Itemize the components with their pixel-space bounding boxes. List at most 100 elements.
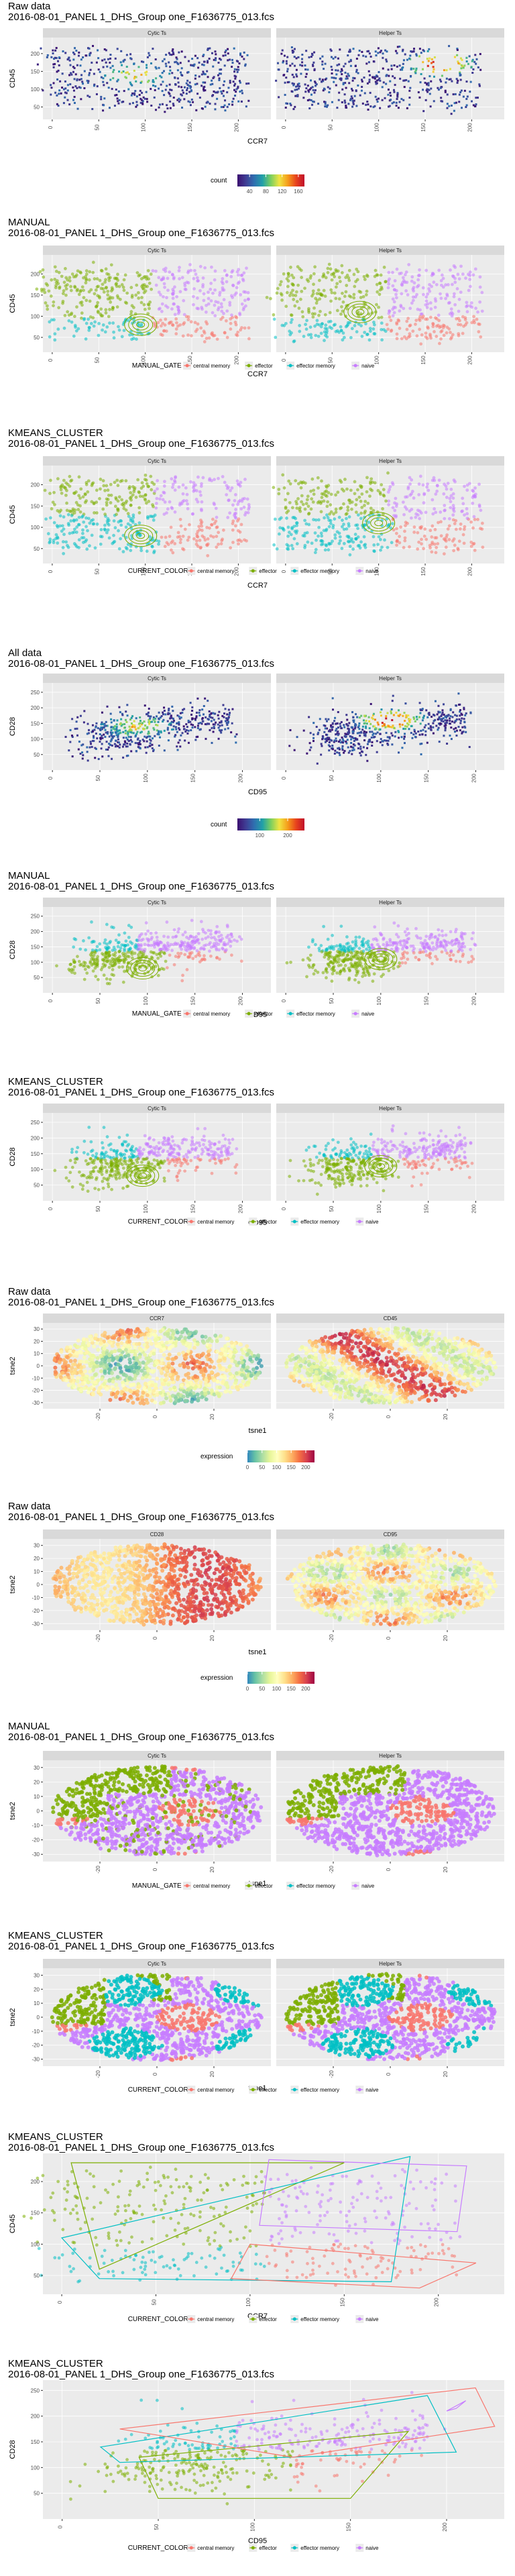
density-cell <box>441 711 444 714</box>
density-cell <box>175 728 178 731</box>
density-cell <box>426 91 429 93</box>
density-cell <box>65 92 68 95</box>
data-point <box>442 333 446 337</box>
density-cell <box>188 91 191 93</box>
data-point <box>388 315 392 319</box>
density-cell <box>191 727 194 729</box>
density-cell <box>463 718 465 720</box>
data-point <box>449 268 452 272</box>
density-cell <box>127 72 130 75</box>
data-point <box>181 933 185 936</box>
density-cell <box>352 103 355 105</box>
data-point <box>138 951 141 955</box>
data-point <box>105 952 108 956</box>
density-cell <box>376 75 379 78</box>
data-point <box>323 294 327 298</box>
density-cell <box>459 714 461 717</box>
data-point <box>317 534 320 538</box>
data-point <box>472 315 475 319</box>
density-cell <box>368 78 371 81</box>
data-point <box>356 527 359 531</box>
x-tick-label: 0 <box>48 125 54 129</box>
data-point <box>347 278 351 282</box>
density-cell <box>411 737 414 739</box>
colorbar <box>237 174 304 186</box>
density-cell <box>294 95 297 97</box>
density-cell <box>344 82 347 85</box>
density-cell <box>464 727 467 729</box>
density-cell <box>322 80 325 83</box>
data-point <box>196 475 200 479</box>
density-cell <box>455 704 457 707</box>
data-point <box>407 263 411 266</box>
data-point <box>306 309 310 313</box>
colorbar-tick-label: 160 <box>294 189 303 195</box>
data-point <box>359 499 363 503</box>
density-cell <box>371 731 374 733</box>
data-point <box>245 266 248 270</box>
data-point <box>103 959 107 963</box>
data-point <box>244 511 248 515</box>
density-cell <box>461 732 463 735</box>
density-cell <box>470 100 473 103</box>
data-point <box>319 331 323 335</box>
data-point <box>435 282 439 286</box>
density-cell <box>419 708 422 711</box>
density-cell <box>418 96 421 99</box>
density-cell <box>212 65 215 68</box>
density-cell <box>459 74 462 76</box>
density-cell <box>345 87 347 89</box>
density-cell <box>117 90 120 93</box>
density-cell <box>205 716 207 718</box>
density-cell <box>55 47 58 50</box>
density-cell <box>116 97 119 100</box>
density-cell <box>291 82 294 85</box>
density-cell <box>336 107 339 109</box>
data-point <box>170 548 173 552</box>
data-point <box>465 301 469 305</box>
density-cell <box>289 729 292 731</box>
density-cell <box>351 731 354 733</box>
density-cell <box>368 80 371 83</box>
density-cell <box>233 68 236 70</box>
density-cell <box>328 91 331 93</box>
data-point <box>84 299 89 303</box>
data-point <box>281 473 285 477</box>
density-cell <box>311 86 314 89</box>
density-cell <box>117 78 119 81</box>
data-point <box>476 518 479 521</box>
data-point <box>163 545 167 548</box>
data-point <box>77 494 81 498</box>
density-cell <box>442 717 445 720</box>
data-point <box>408 509 412 513</box>
density-cell <box>306 85 309 87</box>
density-cell <box>116 48 119 50</box>
density-cell <box>439 78 441 81</box>
data-point <box>459 290 463 294</box>
data-point <box>340 271 344 274</box>
data-point <box>449 337 453 341</box>
data-point <box>82 964 87 967</box>
density-cell <box>395 105 398 107</box>
density-cell <box>139 747 141 750</box>
data-point <box>242 306 246 310</box>
density-cell <box>459 71 461 74</box>
data-point <box>395 267 399 271</box>
density-cell <box>168 72 171 75</box>
density-cell <box>77 748 80 751</box>
density-cell <box>312 61 315 64</box>
density-cell <box>388 74 390 77</box>
data-point <box>163 480 166 484</box>
data-point <box>213 502 217 506</box>
data-point <box>372 321 376 324</box>
density-cell <box>123 727 126 729</box>
density-cell <box>117 729 119 732</box>
data-point <box>89 315 93 319</box>
density-cell <box>478 83 481 86</box>
density-cell <box>304 76 307 78</box>
density-cell <box>430 729 433 731</box>
data-point <box>191 957 195 961</box>
data-point <box>72 518 76 522</box>
data-point <box>465 310 469 314</box>
density-cell <box>387 68 390 71</box>
